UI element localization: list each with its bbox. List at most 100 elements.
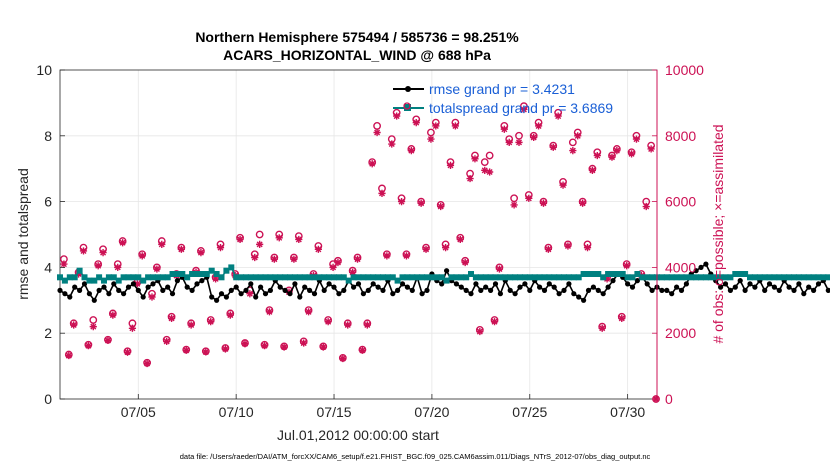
rmse-point [174,278,180,284]
rmse-point [664,287,670,293]
totalspread-point [140,277,147,284]
obs-assimilated-marker [471,155,479,163]
y-tick-label-right: 0 [665,391,673,407]
rmse-point [551,284,557,290]
y-tick-label-left: 10 [36,62,52,78]
totalspread-point [644,274,651,281]
obs-assimilated-marker [241,340,249,348]
y-tick-label-right: 10000 [665,62,704,78]
obs-assimilated-marker [373,128,381,137]
x-tick-label: 07/30 [610,404,645,420]
totalspread-point [282,274,289,281]
totalspread-point [159,274,166,281]
obs-assimilated-marker [177,245,185,253]
totalspread-point [507,274,514,281]
rmse-point [336,291,342,297]
obs-assimilated-marker [358,346,367,354]
legend-totalspread-marker [404,104,411,111]
obs-assimilated-marker [583,244,592,252]
rmse-point [698,264,704,270]
y-tick-label-right: 2000 [665,325,696,341]
obs-assimilated-marker [123,348,132,356]
rmse-point [732,284,738,290]
obs-assimilated-marker [554,112,562,120]
obs-assimilated-marker [314,245,322,253]
y-tick-label-left: 2 [44,325,52,341]
totalspread-point [365,274,372,281]
totalspread-point [551,274,558,281]
totalspread-point [678,274,685,281]
obs-assimilated-marker [534,122,543,130]
rmse-point [326,281,332,287]
totalspread-point [536,274,543,281]
obs-assimilated-marker [603,275,611,283]
totalspread-point [477,274,484,281]
obs-assimilated-marker [495,265,504,273]
rmse-point [360,291,366,297]
totalspread-point [458,274,465,281]
obs-assimilated-marker [304,308,313,316]
rmse-point [737,278,743,284]
obs-assimilated-marker [295,235,303,244]
rmse-point [199,278,205,284]
totalspread-point [291,274,298,281]
obs-assimilated-marker [505,138,513,146]
obs-assimilated-marker [187,321,195,329]
rmse-point [419,291,425,297]
rmse-point [825,287,830,293]
chart-title-line2: ACARS_HORIZONTAL_WIND @ 688 hPa [223,47,491,63]
totalspread-point [277,274,284,281]
obs-possible-marker [568,138,577,147]
rmse-point [722,281,729,287]
obs-assimilated-marker [451,122,459,130]
totalspread-point [497,274,504,281]
obs-assimilated-marker [275,234,283,242]
totalspread-point [66,274,73,281]
totalspread-point [257,274,264,281]
rmse-point [581,297,587,303]
rmse-point [771,284,778,290]
obs-assimilated-marker [79,247,88,255]
rmse-point [96,287,102,293]
obs-assimilated-marker [349,268,357,276]
totalspread-point [409,274,416,281]
rmse-point [537,284,543,290]
totalspread-point [707,274,714,281]
totalspread-point [316,274,323,281]
totalspread-point [164,274,171,281]
totalspread-point [526,274,533,281]
rmse-point [375,284,381,290]
totalspread-point [761,274,768,281]
y-tick-label-right: 8000 [665,128,696,144]
totalspread-point [438,274,445,281]
totalspread-point [737,271,744,277]
rmse-point [766,281,773,287]
totalspread-point [683,274,690,281]
totalspread-point [487,274,494,281]
obs-assimilated-marker [476,327,484,336]
obs-assimilated-marker [642,202,650,211]
obs-assimilated-marker [627,150,636,158]
x-tick-label: 07/20 [414,404,449,420]
totalspread-point [825,274,830,281]
rmse-point [742,287,748,293]
y-tick-label-left: 8 [44,128,52,144]
obs-assimilated-marker [368,160,376,168]
obs-assimilated-marker [569,147,577,155]
rmse-point [111,281,117,287]
totalspread-point [326,274,333,281]
rmse-point [424,287,430,293]
obs-assimilated-marker [378,189,386,197]
rmse-point [629,284,636,290]
totalspread-point [306,274,313,281]
obs-assimilated-marker [432,122,440,130]
obs-assimilated-marker [397,198,406,206]
totalspread-point [561,274,567,281]
obs-assimilated-marker [363,321,371,329]
rmse-point [311,291,318,297]
rmse-point [67,294,73,300]
rmse-point [571,291,577,297]
totalspread-point [605,271,612,277]
totalspread-point [189,271,196,277]
totalspread-point [600,274,607,281]
